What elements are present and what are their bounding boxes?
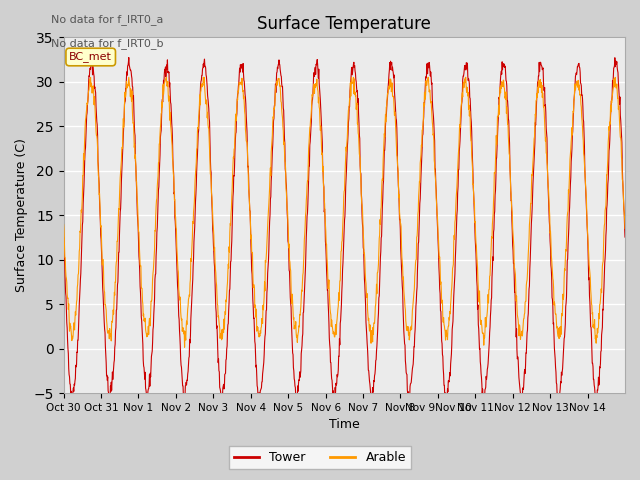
Text: No data for f_IRT0_a: No data for f_IRT0_a — [51, 14, 164, 25]
Y-axis label: Surface Temperature (C): Surface Temperature (C) — [15, 138, 28, 292]
Title: Surface Temperature: Surface Temperature — [257, 15, 431, 33]
Text: BC_met: BC_met — [69, 51, 112, 62]
X-axis label: Time: Time — [329, 419, 360, 432]
Text: No data for f_IRT0_b: No data for f_IRT0_b — [51, 38, 164, 49]
Legend: Tower, Arable: Tower, Arable — [229, 446, 411, 469]
